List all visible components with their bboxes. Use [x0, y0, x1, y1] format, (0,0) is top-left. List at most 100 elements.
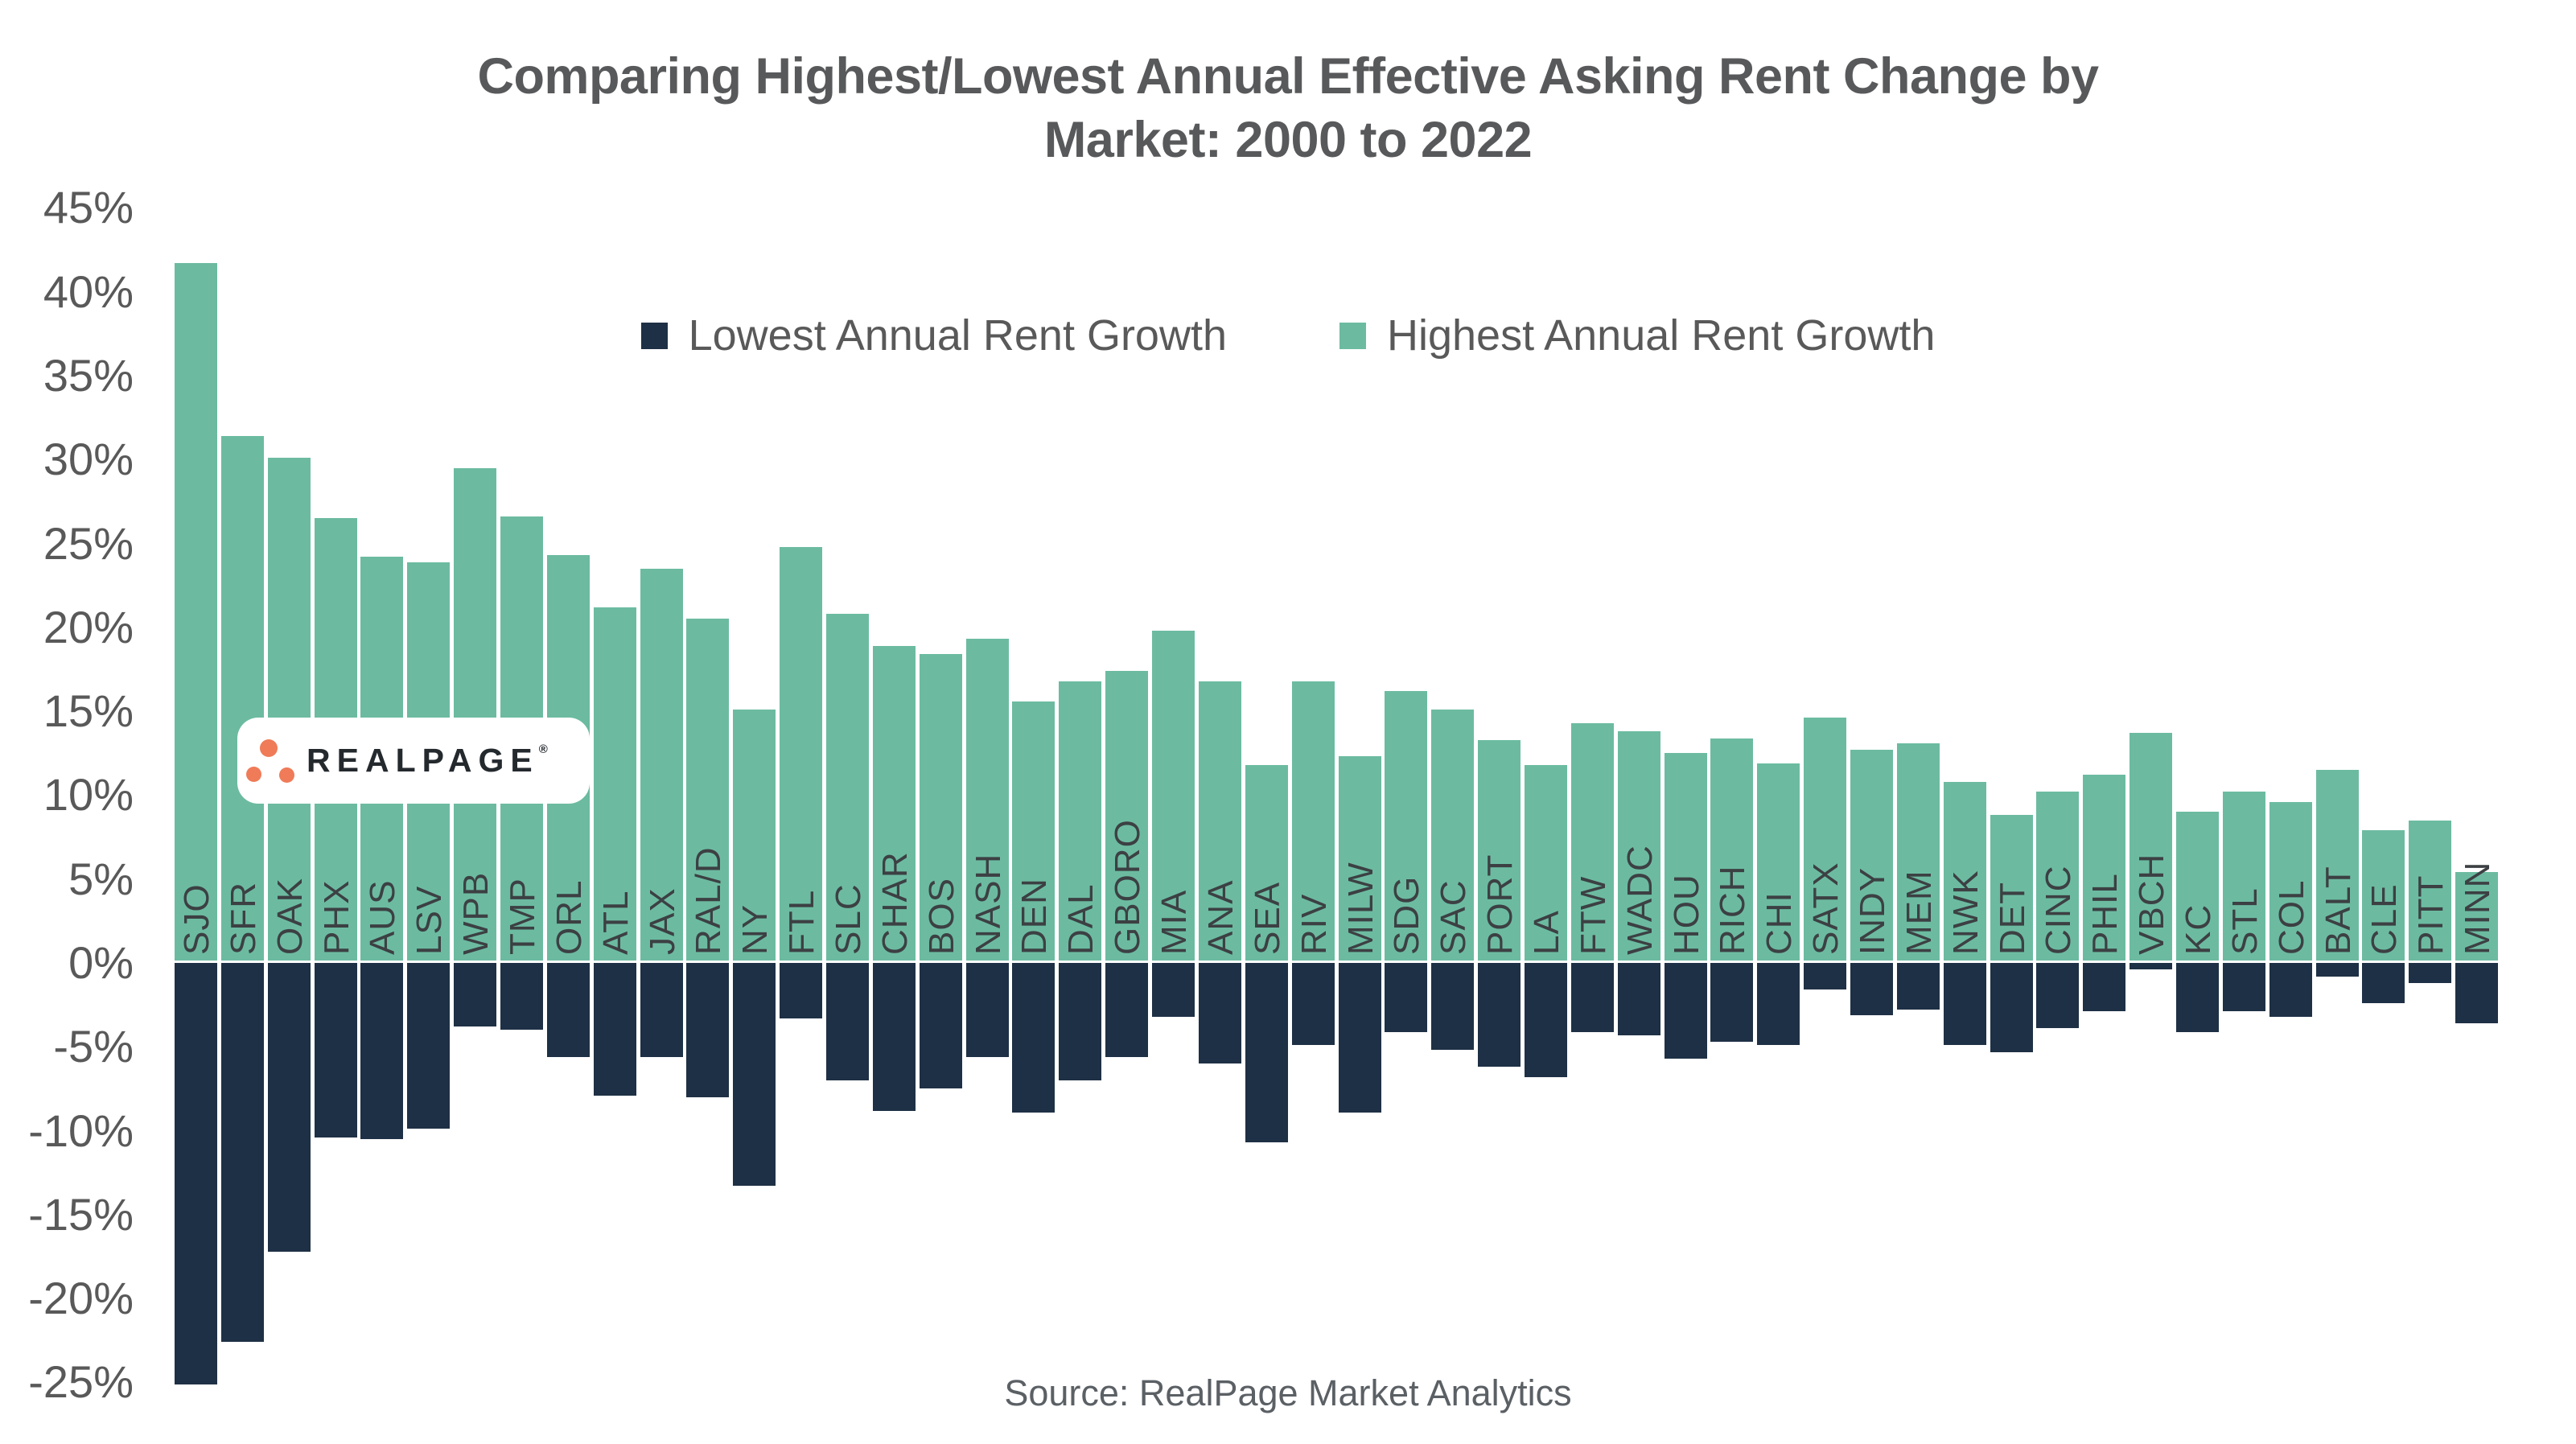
bar-highest-ANA [1199, 681, 1241, 961]
bar-highest-JAX [640, 569, 683, 961]
x-label-RICH: RICH [1713, 865, 1752, 955]
bar-lowest-FTL [780, 963, 822, 1018]
x-label-NWK: NWK [1946, 870, 1985, 955]
x-label-DEN: DEN [1014, 878, 1054, 955]
x-label-ATL: ATL [596, 890, 636, 955]
bar-lowest-AUS [360, 963, 403, 1139]
bar-lowest-TMP [500, 963, 543, 1030]
x-label-ORL: ORL [549, 879, 589, 955]
bar-highest-OAK [268, 458, 311, 961]
x-label-MIA: MIA [1154, 889, 1194, 955]
x-label-STL: STL [2225, 887, 2265, 955]
chart-title-line2: Market: 2000 to 2022 [1043, 112, 1533, 169]
bar-highest-PHIL [2083, 775, 2125, 961]
bar-lowest-NY [733, 963, 776, 1186]
y-tick-40: 40% [43, 266, 134, 317]
bar-highest-COL [2269, 802, 2312, 961]
bar-lowest-INDY [1850, 963, 1893, 1015]
bar-highest-CLE [2362, 830, 2405, 961]
bar-lowest-BALT [2316, 963, 2359, 977]
y-tick-5: 5% [68, 854, 134, 904]
bar-highest-DAL [1059, 681, 1101, 961]
bar-lowest-WPB [454, 963, 496, 1026]
x-label-KC: KC [2179, 903, 2218, 955]
logo-registered-mark: ® [538, 743, 548, 756]
bar-highest-PORT [1478, 740, 1520, 961]
bar-highest-MINN [2455, 872, 2498, 961]
bar-highest-RICH [1710, 738, 1753, 961]
legend-swatch-highest [1339, 322, 1366, 349]
bar-lowest-VBCH [2130, 963, 2172, 969]
x-label-ANA: ANA [1201, 879, 1241, 955]
bar-highest-MIA [1152, 631, 1195, 961]
bar-lowest-SFR [221, 963, 264, 1342]
x-label-FTW: FTW [1574, 875, 1613, 955]
x-label-BALT: BALT [2319, 866, 2358, 955]
bar-highest-RIV [1292, 681, 1335, 961]
bar-highest-NY [733, 710, 776, 961]
bar-highest-FTW [1571, 723, 1614, 961]
bar-highest-SATX [1804, 718, 1846, 961]
x-label-GBORO: GBORO [1108, 819, 1147, 955]
bar-highest-VBCH [2130, 733, 2172, 961]
x-label-JAX: JAX [643, 887, 682, 955]
y-tick-20: 20% [43, 602, 134, 652]
x-label-WPB: WPB [456, 871, 496, 955]
y-tick--15: -15% [28, 1189, 134, 1240]
legend-label-lowest: Lowest Annual Rent Growth [688, 311, 1227, 360]
bar-lowest-KC [2176, 963, 2219, 1032]
bar-lowest-ANA [1199, 963, 1241, 1063]
x-label-MINN: MINN [2458, 861, 2497, 955]
bar-highest-STL [2223, 792, 2265, 961]
bar-lowest-CINC [2036, 963, 2079, 1028]
bar-lowest-COL [2269, 963, 2312, 1017]
bar-lowest-SEA [1245, 963, 1288, 1142]
bar-highest-MEM [1897, 743, 1940, 961]
x-label-INDY: INDY [1853, 866, 1892, 955]
bar-lowest-LSV [407, 963, 450, 1129]
y-axis: 45% 40% 35% 30% 25% 20% 15% 10% 5% 0% -5% -10% -15% -… [0, 0, 143, 1444]
bar-highest-PITT [2409, 821, 2451, 961]
x-label-RAL/D: RAL/D [689, 846, 728, 955]
bar-highest-DEN [1012, 701, 1055, 961]
bar-lowest-PHIL [2083, 963, 2125, 1011]
bar-lowest-RICH [1710, 963, 1753, 1042]
bar-lowest-HOU [1665, 963, 1707, 1059]
bar-highest-SFR [221, 436, 264, 961]
bar-lowest-SATX [1804, 963, 1846, 989]
bar-lowest-STL [2223, 963, 2265, 1011]
legend-item-highest: Highest Annual Rent Growth [1339, 311, 1935, 360]
logo-dot-top-icon [260, 739, 278, 757]
x-label-CHI: CHI [1759, 891, 1799, 955]
y-tick--20: -20% [28, 1273, 134, 1323]
bar-lowest-WADC [1618, 963, 1660, 1035]
bar-lowest-CHAR [873, 963, 916, 1111]
x-label-COL: COL [2272, 879, 2311, 955]
x-label-HOU: HOU [1667, 874, 1706, 955]
bar-highest-BALT [2316, 770, 2359, 961]
bar-highest-CINC [2036, 792, 2079, 961]
bar-lowest-SLC [826, 963, 869, 1080]
bar-lowest-ATL [594, 963, 636, 1096]
bar-lowest-ORL [547, 963, 590, 1057]
x-label-RIV: RIV [1294, 893, 1334, 955]
x-label-MEM: MEM [1899, 870, 1939, 955]
bar-lowest-DAL [1059, 963, 1101, 1080]
x-label-SLC: SLC [829, 883, 868, 955]
x-label-LSV: LSV [409, 885, 449, 955]
bar-lowest-MILW [1339, 963, 1381, 1113]
x-label-CINC: CINC [2039, 865, 2078, 955]
bar-highest-SJO [175, 263, 217, 961]
bar-lowest-GBORO [1105, 963, 1148, 1057]
x-label-CHAR: CHAR [875, 851, 915, 955]
bar-highest-CHAR [873, 646, 916, 961]
y-tick--10: -10% [28, 1105, 134, 1156]
x-label-NY: NY [735, 903, 775, 955]
bar-lowest-NASH [966, 963, 1009, 1057]
bar-highest-INDY [1850, 750, 1893, 961]
bar-lowest-PORT [1478, 963, 1520, 1067]
bar-lowest-SAC [1431, 963, 1474, 1050]
x-label-AUS: AUS [363, 879, 402, 955]
